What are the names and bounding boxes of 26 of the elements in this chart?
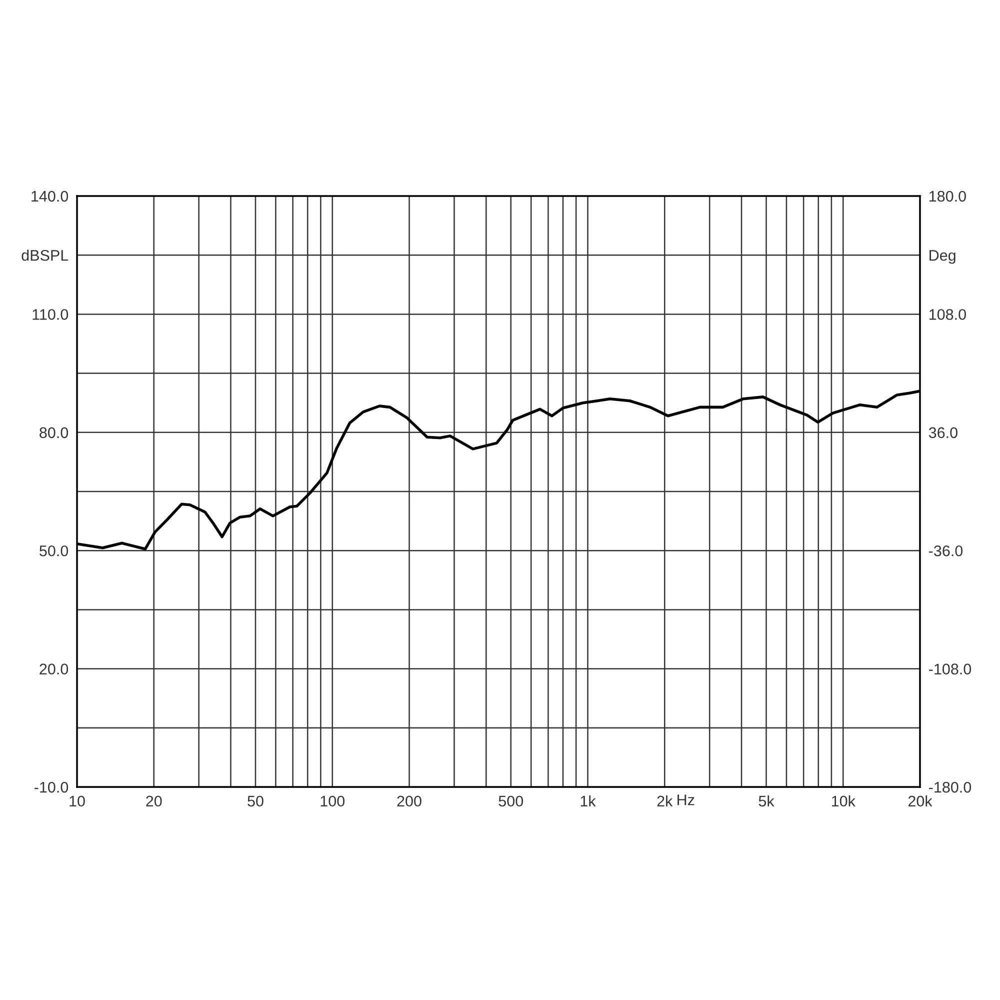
- x-tick-label: 10k: [832, 795, 856, 807]
- y-tick-label: 140.0: [32, 190, 68, 202]
- x-tick-label: 5k: [758, 795, 774, 807]
- y-tick-label: 110.0: [32, 309, 68, 320]
- y-tick-label: -10.0: [34, 782, 68, 793]
- x-tick-label: 1k: [580, 795, 596, 806]
- x-tick-label: 2k: [657, 795, 673, 806]
- x-axis-title: Hz: [678, 794, 694, 806]
- y2-tick-label: -180.0: [929, 782, 972, 793]
- x-tick-label: 10: [70, 796, 85, 807]
- x-tick-label: 100: [320, 796, 345, 807]
- x-tick-label: 500: [498, 796, 524, 807]
- y2-tick-label: 108.0: [930, 309, 966, 320]
- y-tick-label: 50.0: [40, 545, 68, 556]
- y2-tick-label: Deg: [930, 250, 956, 264]
- y-tick-label: 80.0: [40, 427, 68, 438]
- y2-tick-label: 180.0: [930, 190, 966, 202]
- y2-tick-label: -36.0: [929, 545, 963, 556]
- x-tick-label: 200: [397, 796, 422, 807]
- y-tick-label: dBSPL: [22, 250, 68, 261]
- x-tick-label: 20: [146, 796, 162, 807]
- y2-tick-label: 36.0: [928, 427, 958, 438]
- y2-tick-label: -108.0: [929, 664, 972, 674]
- x-tick-label: 50: [248, 796, 264, 807]
- x-tick-label: 20k: [908, 795, 932, 807]
- y-tick-label: 20.0: [40, 664, 68, 674]
